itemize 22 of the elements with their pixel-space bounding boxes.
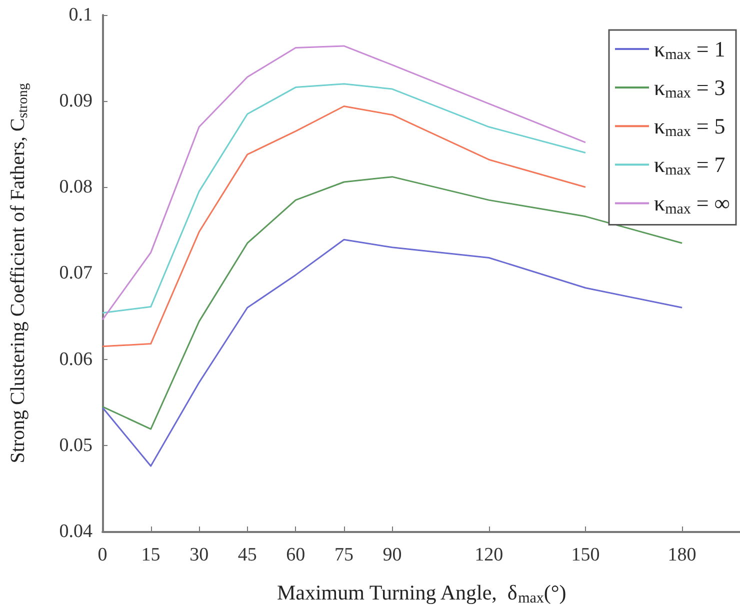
line-series <box>102 238 683 467</box>
x-tick-label: 120 <box>474 544 504 566</box>
line-series <box>102 83 586 314</box>
x-tick-label: 90 <box>382 544 402 566</box>
x-tick-label: 180 <box>668 544 696 566</box>
y-tick-label: 0.1 <box>68 4 92 26</box>
y-axis-title: Strong Clustering Coefficient of Fathers, Cstrong <box>7 83 31 464</box>
y-tick-label: 0.07 <box>59 262 92 284</box>
x-tick-label: 150 <box>571 544 600 566</box>
y-tick-label: 0.06 <box>59 348 92 370</box>
x-tick-label: 15 <box>141 544 160 566</box>
y-tick-label: 0.05 <box>59 434 92 456</box>
y-tick-label: 0.08 <box>59 176 92 198</box>
x-tick-label: 75 <box>334 544 354 566</box>
x-tick-label: 0 <box>98 544 108 566</box>
line-series <box>102 105 586 348</box>
x-tick-label: 30 <box>190 544 209 566</box>
line-series <box>102 45 586 320</box>
y-tick-label: 0.09 <box>59 90 92 112</box>
y-tick-label: 0.04 <box>59 520 93 542</box>
x-tick-label: 60 <box>286 544 306 566</box>
x-tick-label: 45 <box>238 544 257 566</box>
